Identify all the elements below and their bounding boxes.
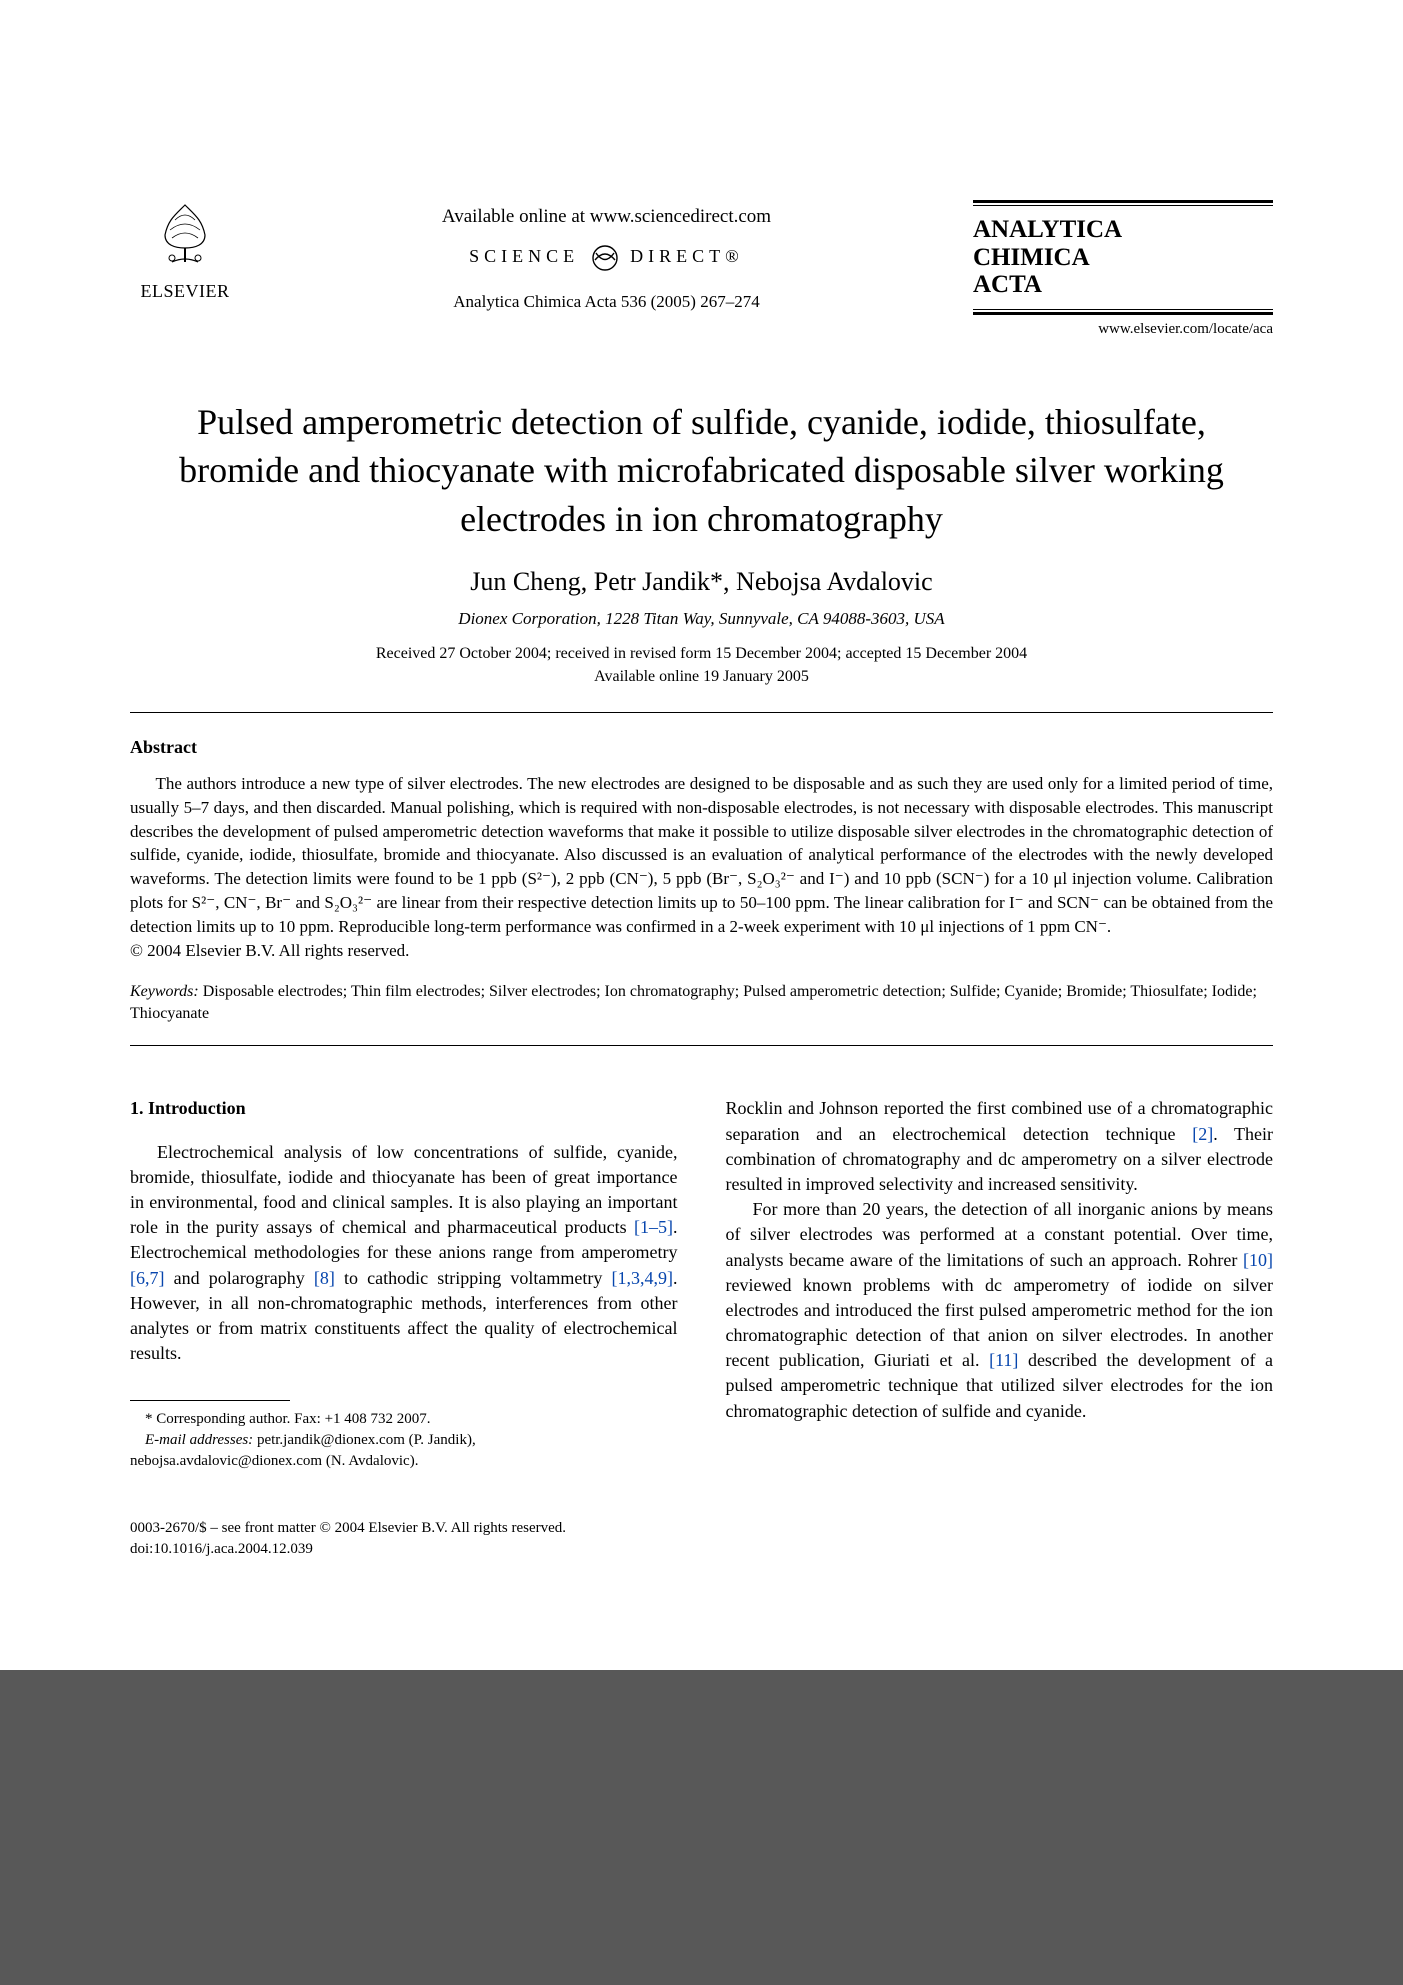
article-dates: Received 27 October 2004; received in re… xyxy=(130,643,1273,688)
footnote-email-line1: E-mail addresses: petr.jandik@dionex.com… xyxy=(130,1430,678,1451)
ref-link-8[interactable]: [8] xyxy=(314,1268,335,1288)
footer-line2: doi:10.1016/j.aca.2004.12.039 xyxy=(130,1539,678,1560)
ref-link-1-5[interactable]: [1–5] xyxy=(634,1217,673,1237)
abstract-paragraph: The authors introduce a new type of silv… xyxy=(130,772,1273,939)
journal-box: ANALYTICA CHIMICA ACTA www.elsevier.com/… xyxy=(973,200,1273,338)
sciencedirect-wordmark: SCIENCE DIRECT® xyxy=(240,244,973,272)
ref-link-6-7[interactable]: [6,7] xyxy=(130,1268,165,1288)
column-right: Rocklin and Johnson reported the first c… xyxy=(726,1096,1274,1560)
keywords-text: Disposable electrodes; Thin film electro… xyxy=(130,983,1257,1022)
intro-paragraph-3: For more than 20 years, the detection of… xyxy=(726,1197,1274,1424)
ref-link-2[interactable]: [2] xyxy=(1192,1124,1213,1144)
footer: 0003-2670/$ – see front matter © 2004 El… xyxy=(130,1518,678,1560)
intro-text-1d: to cathodic stripping voltammetry xyxy=(335,1268,612,1288)
science-text: SCIENCE xyxy=(469,246,579,266)
footnote-email-line2: nebojsa.avdalovic@dionex.com (N. Avdalov… xyxy=(130,1451,678,1472)
introduction-heading: 1. Introduction xyxy=(130,1096,678,1121)
body-columns: 1. Introduction Electrochemical analysis… xyxy=(130,1096,1273,1560)
journal-url: www.elsevier.com/locate/aca xyxy=(973,321,1273,338)
journal-rule-top-thin xyxy=(973,205,1273,206)
journal-name: ANALYTICA CHIMICA ACTA xyxy=(973,216,1273,299)
copyright-line: © 2004 Elsevier B.V. All rights reserved… xyxy=(130,941,1273,961)
ref-link-11[interactable]: [11] xyxy=(989,1350,1018,1370)
journal-rule-bottom-thick xyxy=(973,312,1273,315)
journal-rule-top-thick xyxy=(973,200,1273,203)
intro-col2-p1a: Rocklin and Johnson reported the first c… xyxy=(726,1098,1274,1143)
footnote-corresponding: * Corresponding author. Fax: +1 408 732 … xyxy=(130,1409,678,1430)
intro-paragraph-2: Rocklin and Johnson reported the first c… xyxy=(726,1096,1274,1197)
header-center: Available online at www.sciencedirect.co… xyxy=(240,200,973,312)
footnote-email-label: E-mail addresses: xyxy=(145,1432,253,1448)
ref-link-1-3-4-9[interactable]: [1,3,4,9] xyxy=(612,1268,674,1288)
journal-rule-bottom-thin xyxy=(973,309,1273,310)
footer-line1: 0003-2670/$ – see front matter © 2004 El… xyxy=(130,1518,678,1539)
authors: Jun Cheng, Petr Jandik*, Nebojsa Avdalov… xyxy=(130,567,1273,597)
intro-paragraph-1: Electrochemical analysis of low concentr… xyxy=(130,1140,678,1367)
intro-col2-p2a: For more than 20 years, the detection of… xyxy=(726,1199,1274,1269)
footnotes: * Corresponding author. Fax: +1 408 732 … xyxy=(130,1409,678,1472)
keywords: Keywords: Disposable electrodes; Thin fi… xyxy=(130,981,1273,1026)
column-left: 1. Introduction Electrochemical analysis… xyxy=(130,1096,678,1560)
rule-below-keywords xyxy=(130,1045,1273,1046)
journal-name-line3: ACTA xyxy=(973,271,1273,299)
page: ELSEVIER Available online at www.science… xyxy=(0,0,1403,1670)
elsevier-tree-icon xyxy=(150,200,220,270)
publisher-logo: ELSEVIER xyxy=(130,200,240,302)
intro-text-1a: Electrochemical analysis of low concentr… xyxy=(130,1142,678,1238)
article-title: Pulsed amperometric detection of sulfide… xyxy=(170,398,1233,544)
abstract-heading: Abstract xyxy=(130,737,1273,758)
abstract-body: The authors introduce a new type of silv… xyxy=(130,772,1273,939)
direct-text: DIRECT® xyxy=(630,246,744,266)
header-row: ELSEVIER Available online at www.science… xyxy=(130,200,1273,338)
footnote-rule xyxy=(130,1400,290,1401)
keywords-label: Keywords: xyxy=(130,983,199,1000)
intro-text-1c: and polarography xyxy=(165,1268,314,1288)
sciencedirect-swoosh-icon xyxy=(591,244,619,272)
rule-above-abstract xyxy=(130,712,1273,713)
journal-name-line1: ANALYTICA xyxy=(973,216,1273,244)
footnote-email-1: petr.jandik@dionex.com (P. Jandik), xyxy=(253,1432,476,1448)
dates-line1: Received 27 October 2004; received in re… xyxy=(130,643,1273,665)
affiliation: Dionex Corporation, 1228 Titan Way, Sunn… xyxy=(130,609,1273,629)
available-online-text: Available online at www.sciencedirect.co… xyxy=(240,206,973,228)
citation-text: Analytica Chimica Acta 536 (2005) 267–27… xyxy=(240,292,973,312)
ref-link-10[interactable]: [10] xyxy=(1243,1250,1273,1270)
journal-name-line2: CHIMICA xyxy=(973,244,1273,272)
publisher-name: ELSEVIER xyxy=(130,281,240,302)
dates-line2: Available online 19 January 2005 xyxy=(130,666,1273,688)
